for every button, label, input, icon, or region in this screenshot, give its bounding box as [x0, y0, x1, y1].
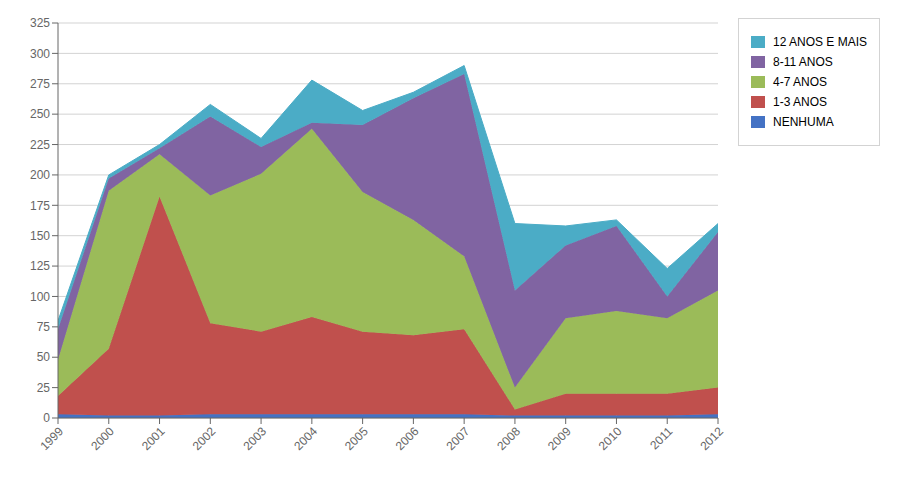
svg-text:200: 200: [30, 168, 50, 182]
svg-text:75: 75: [37, 320, 51, 334]
svg-text:325: 325: [30, 16, 50, 30]
svg-text:2008: 2008: [494, 424, 523, 453]
svg-text:2007: 2007: [444, 424, 473, 453]
html-text:8-11 ANOS: 8-11 ANOS: [773, 55, 833, 69]
svg-text:1999: 1999: [37, 424, 66, 453]
svg-text:25: 25: [37, 381, 51, 395]
svg-text:50: 50: [37, 350, 51, 364]
svg-text:2006: 2006: [393, 424, 422, 453]
html-text:1-3 ANOS: 1-3 ANOS: [773, 95, 827, 109]
svg-text:2001: 2001: [139, 424, 168, 453]
svg-text:2009: 2009: [545, 424, 574, 453]
svg-text:2002: 2002: [190, 424, 219, 453]
svg-text:150: 150: [30, 229, 50, 243]
svg-text:0: 0: [43, 411, 50, 425]
svg-text:275: 275: [30, 77, 50, 91]
svg-text:125: 125: [30, 259, 50, 273]
svg-text:300: 300: [30, 47, 50, 61]
svg-text:2004: 2004: [291, 424, 320, 453]
html-text:12 ANOS E MAIS: 12 ANOS E MAIS: [773, 35, 867, 49]
html-text:NENHUMA: NENHUMA: [773, 115, 834, 129]
svg-text:2010: 2010: [596, 424, 625, 453]
svg-text:2000: 2000: [88, 424, 117, 453]
svg-text:100: 100: [30, 290, 50, 304]
svg-text:2012: 2012: [697, 424, 726, 453]
html-text:4-7 ANOS: 4-7 ANOS: [773, 75, 827, 89]
svg-text:2003: 2003: [240, 424, 269, 453]
svg-text:250: 250: [30, 107, 50, 121]
svg-text:2011: 2011: [647, 424, 675, 452]
svg-text:175: 175: [30, 199, 50, 213]
svg-text:2005: 2005: [342, 424, 371, 453]
svg-text:225: 225: [30, 138, 50, 152]
